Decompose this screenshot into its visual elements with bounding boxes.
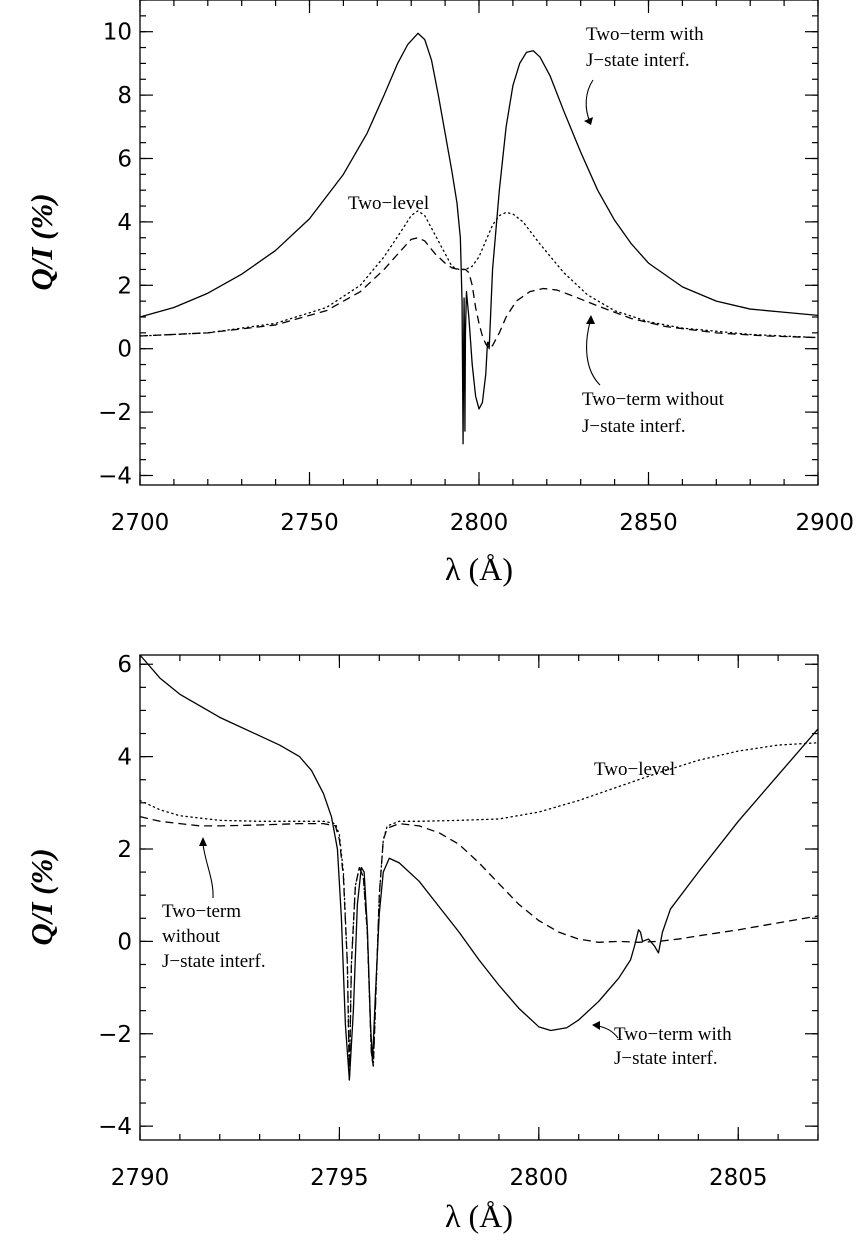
top-y-tick-label: −4: [98, 463, 132, 489]
bottom-x-tick-labels: 2790 2795 2800 2805: [111, 1165, 768, 1191]
bottom-y-axis-label: Q/I (%): [24, 848, 59, 945]
top-curves: [139, 32, 819, 445]
bottom-annotation-two-term-with: Two−term with J−state interf.: [614, 1024, 736, 1069]
top-y-axis-label: Q/I (%): [24, 193, 59, 290]
annotation-line: Two−level: [594, 759, 675, 780]
top-x-axis-label: λ (Å): [445, 551, 513, 587]
top-y-tick-label: 8: [117, 83, 132, 109]
top-x-tick-label: 2700: [111, 510, 170, 536]
top-x-tick-labels: 2700 2750 2800 2850 2900: [111, 510, 854, 536]
top-arrow-two-term-without: [586, 321, 601, 386]
bottom-y-tick-label: 6: [117, 652, 132, 678]
top-y-tick-label: 4: [117, 210, 132, 236]
bottom-ticks: [139, 655, 819, 1140]
annotation-line: J−state interf.: [614, 1048, 718, 1069]
annotation-line: Two−term without: [582, 389, 725, 410]
top-x-tick-label: 2750: [280, 510, 339, 536]
bottom-series-solid: [139, 654, 819, 1081]
top-ticks: [139, 0, 819, 485]
bottom-series-dashed: [139, 816, 819, 1081]
bottom-y-tick-label: 2: [117, 837, 132, 863]
top-annotation-two-term-without: Two−term without J−state interf.: [582, 389, 729, 437]
top-x-tick-label: 2900: [795, 510, 854, 536]
top-series-dashed: [139, 237, 819, 350]
annotation-line: J−state interf.: [586, 50, 690, 71]
bottom-x-tick-label: 2790: [111, 1165, 170, 1191]
top-arrowhead-two-term-with: [584, 117, 593, 125]
bottom-arrowhead-two-term-without: [199, 837, 207, 846]
bottom-series-dotted: [139, 742, 819, 1081]
top-y-tick-label: 0: [117, 337, 132, 363]
annotation-line: J−state interf.: [162, 951, 266, 972]
bottom-x-axis-label: λ (Å): [445, 1198, 513, 1234]
bottom-y-tick-label: 0: [117, 929, 132, 955]
annotation-line: Two−level: [348, 193, 429, 214]
top-y-tick-label: 6: [117, 146, 132, 172]
top-x-tick-label: 2850: [619, 510, 678, 536]
annotation-line: J−state interf.: [582, 416, 686, 437]
top-annotation-two-level: Two−level: [348, 193, 429, 214]
bottom-y-tick-label: −4: [98, 1114, 132, 1140]
bottom-plot-frame: [139, 654, 819, 1141]
annotation-line: Two−term: [162, 901, 241, 922]
top-arrow-two-term-with: [585, 79, 594, 123]
top-series-dotted: [139, 210, 819, 339]
bottom-y-tick-labels: −4 −2 0 2 4 6: [98, 652, 132, 1140]
bottom-arrow-two-term-without: [202, 843, 214, 899]
annotation-line: Two−term with: [614, 1024, 732, 1045]
bottom-curves: [139, 654, 819, 1081]
top-annotation-two-term-with: Two−term with J−state interf.: [586, 24, 708, 71]
top-y-tick-label: 2: [117, 273, 132, 299]
top-arrowhead-two-term-without: [586, 315, 595, 324]
annotation-line: Two−term with: [586, 24, 704, 45]
top-y-tick-label: −2: [98, 400, 132, 426]
top-x-tick-label: 2800: [450, 510, 509, 536]
top-panel: −4 −2 0 2 4 6 8 10 2700 2750 2800 2850 2900 Q/I (%)…: [24, 0, 854, 587]
top-series-solid: [139, 32, 819, 445]
top-y-tick-label: 10: [103, 20, 132, 46]
bottom-x-tick-label: 2800: [510, 1165, 569, 1191]
bottom-y-tick-label: 4: [117, 745, 132, 771]
bottom-x-tick-label: 2795: [310, 1165, 369, 1191]
top-plot-frame: [139, 0, 819, 486]
top-y-tick-labels: −4 −2 0 2 4 6 8 10: [98, 20, 132, 490]
bottom-annotation-two-level: Two−level: [594, 759, 675, 780]
bottom-y-tick-label: −2: [98, 1022, 132, 1048]
bottom-x-tick-label: 2805: [709, 1165, 768, 1191]
bottom-annotation-two-term-without: Two−term without J−state interf.: [162, 901, 266, 972]
bottom-arrowhead-two-term-with: [592, 1021, 600, 1030]
annotation-line: without: [162, 926, 221, 947]
